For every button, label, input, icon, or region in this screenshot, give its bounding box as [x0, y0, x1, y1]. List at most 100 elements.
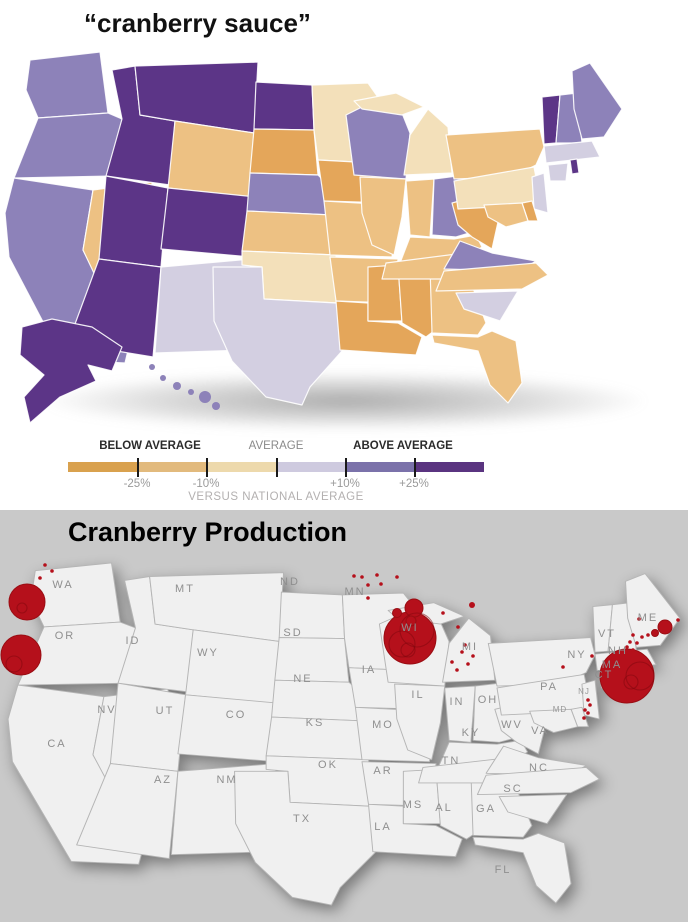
state-label-az: AZ [154, 774, 172, 786]
state-label-fl: FL [495, 864, 512, 876]
production-dot [640, 635, 644, 639]
state-label-ut: UT [156, 705, 175, 717]
state-label-oh: OH [478, 694, 499, 706]
search-map-title: “cranberry sauce” [84, 8, 311, 39]
state-label-ia: IA [362, 664, 376, 676]
production-dot [360, 575, 364, 579]
state-label-wi: WI [401, 622, 418, 634]
production-dot [646, 633, 650, 637]
state-label-wa: WA [52, 579, 73, 591]
state-label-ne: NE [293, 673, 312, 685]
production-dot [50, 569, 54, 573]
state-nd [254, 82, 314, 130]
production-dot [469, 602, 475, 608]
state-label-co: CO [226, 709, 247, 721]
state-ct [548, 163, 568, 181]
state-label-md: MD [553, 705, 567, 714]
state-label-mn: MN [344, 586, 365, 598]
state-label-me: ME [638, 612, 659, 624]
production-bubble-maine-coast-small [652, 630, 659, 637]
prod-state-wa [31, 563, 120, 627]
state-label-ks: KS [306, 717, 325, 729]
production-landmass [8, 563, 680, 905]
state-label-ok: OK [318, 759, 338, 771]
production-bubble-oregon-coast [1, 635, 41, 675]
state-label-nd: ND [280, 576, 300, 588]
production-dot [635, 641, 639, 645]
state-label-ny: NY [567, 649, 586, 661]
state-hi-island-0 [149, 364, 155, 370]
state-me [572, 63, 622, 139]
legend-tick-label: -25% [124, 478, 151, 490]
production-dot [352, 574, 356, 578]
production-dot [590, 654, 594, 658]
state-wa [26, 52, 108, 118]
state-ut [99, 176, 168, 267]
legend-tick [414, 458, 416, 477]
production-map-title: Cranberry Production [68, 517, 347, 548]
production-dot [38, 576, 42, 580]
production-bubble-washington-coast [9, 584, 45, 620]
production-dot [561, 665, 565, 669]
legend-tick-label: +10% [330, 478, 360, 490]
state-label-ga: GA [476, 803, 496, 815]
legend-color-segment-3 [276, 462, 345, 472]
state-label-va: VA [531, 725, 549, 737]
legend-tick [345, 458, 347, 477]
legend-tick [206, 458, 208, 477]
production-dot [583, 708, 587, 712]
prod-state-fl [473, 833, 571, 903]
production-dot [631, 633, 635, 637]
prod-state-wy [186, 630, 280, 704]
state-label-nc: NC [529, 762, 549, 774]
state-hi-island-4 [199, 391, 211, 403]
state-wi [346, 107, 410, 179]
state-label-tx: TX [293, 813, 311, 825]
state-label-mt: MT [175, 583, 195, 595]
production-dot [395, 575, 399, 579]
state-label-wv: WV [501, 719, 523, 731]
state-label-ct: CT [595, 669, 614, 681]
prod-state-co [178, 695, 281, 762]
legend-tick-label: +25% [399, 478, 429, 490]
production-dot [466, 662, 470, 666]
state-label-sd: SD [283, 627, 302, 639]
production-dot [366, 596, 370, 600]
state-label-nv: NV [97, 704, 116, 716]
state-ks [242, 211, 336, 255]
state-label-tn: TN [442, 755, 461, 767]
prod-state-ut [110, 683, 185, 771]
state-fl [432, 331, 522, 403]
legend-below-label: BELOW AVERAGE [99, 440, 201, 452]
production-dot [588, 703, 592, 707]
state-label-mi: MI [462, 641, 478, 653]
legend-color-segment-2 [207, 462, 276, 472]
production-dot [379, 582, 383, 586]
production-dot [455, 668, 459, 672]
legend-color-segment-1 [137, 462, 206, 472]
production-dot [582, 716, 586, 720]
production-dot [43, 563, 47, 567]
legend-tick-label: -10% [193, 478, 220, 490]
state-label-la: LA [374, 821, 391, 833]
production-dot [628, 640, 632, 644]
state-label-ca: CA [47, 738, 66, 750]
legend-tick [137, 458, 139, 477]
legend-color-segment-5 [415, 462, 484, 472]
state-label-nm: NM [216, 774, 237, 786]
state-label-nh: NH [608, 645, 628, 657]
state-hi-island-1 [160, 375, 166, 381]
state-label-il: IL [411, 689, 424, 701]
state-label-al: AL [435, 802, 452, 814]
state-label-sc: SC [503, 783, 522, 795]
production-dot [450, 660, 454, 664]
production-bubble-wisconsin-north [405, 599, 423, 617]
state-label-vt: VT [598, 628, 616, 640]
legend-color-segment-4 [345, 462, 414, 472]
production-dot [456, 625, 460, 629]
state-label-in: IN [450, 696, 465, 708]
state-label-ms: MS [403, 799, 424, 811]
production-map: WAMTNDMNMEORIDWYSDNEIAWIMIILINOHPANYVTNH… [0, 510, 688, 922]
legend-average-label: AVERAGE [249, 440, 304, 452]
state-hi-island-3 [188, 389, 194, 395]
